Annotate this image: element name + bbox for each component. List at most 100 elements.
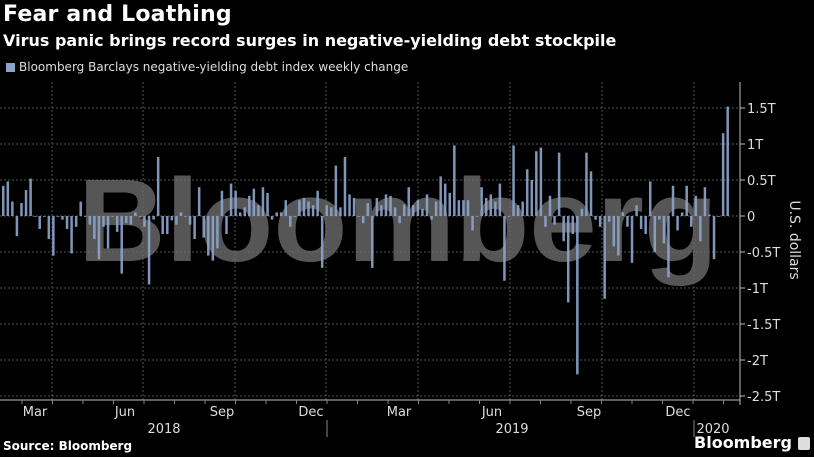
bar xyxy=(311,205,315,216)
bar xyxy=(589,171,593,216)
bar xyxy=(380,205,383,216)
bar xyxy=(257,205,260,216)
bar xyxy=(667,216,670,278)
x-tick-label: Sep xyxy=(210,405,235,420)
bar xyxy=(74,216,78,227)
bar xyxy=(466,200,470,216)
bar xyxy=(503,216,506,281)
bar xyxy=(553,216,556,225)
bar xyxy=(393,207,397,216)
bar xyxy=(443,183,447,216)
bar xyxy=(211,216,215,261)
x-tick-label: Sep xyxy=(577,405,602,420)
bar xyxy=(143,216,146,227)
y-axis: 1.5T 1T 0.5T 0 -0.5T -1T -1.5T -2T -2.5T xyxy=(739,82,780,405)
bar xyxy=(348,194,351,216)
x-axis: Mar Jun Sep Dec Mar Jun Sep Dec 2018 2019 2020 xyxy=(0,399,740,437)
bar xyxy=(156,156,160,216)
bar xyxy=(316,190,319,216)
bar xyxy=(644,216,647,234)
x-tick-label: Mar xyxy=(23,405,48,420)
bar xyxy=(252,188,256,216)
bar xyxy=(603,216,606,299)
bar xyxy=(152,216,155,220)
bar xyxy=(439,176,442,216)
bar xyxy=(453,145,456,216)
bar xyxy=(248,195,251,216)
bar xyxy=(261,187,265,216)
bar xyxy=(607,216,611,222)
bar xyxy=(47,216,51,240)
bar xyxy=(115,216,119,232)
bar xyxy=(685,185,688,216)
bar xyxy=(576,216,579,375)
y-tick-label: -1T xyxy=(747,282,768,297)
bar xyxy=(594,216,597,220)
y-tick-label: -0.5T xyxy=(747,246,780,261)
bar xyxy=(97,216,101,260)
bar xyxy=(352,198,356,216)
bar xyxy=(407,187,411,216)
bar xyxy=(571,216,575,234)
bar xyxy=(220,190,224,216)
bar xyxy=(307,201,310,216)
bar xyxy=(434,201,438,216)
bar xyxy=(471,216,474,231)
bar xyxy=(402,204,406,216)
x-tick-label: Jun xyxy=(481,405,502,420)
bar xyxy=(65,216,69,229)
bar xyxy=(266,192,269,216)
x-tick-label: Mar xyxy=(387,405,412,420)
x-year-label: 2019 xyxy=(495,422,528,437)
bar xyxy=(703,187,707,216)
bar xyxy=(38,216,41,229)
bar xyxy=(339,207,342,216)
bar xyxy=(234,190,237,216)
bar xyxy=(161,216,164,234)
bar xyxy=(489,194,493,216)
bar xyxy=(484,198,488,216)
legend-label: Bloomberg Barclays negative-yielding deb… xyxy=(19,60,409,74)
bar xyxy=(430,216,433,220)
bar xyxy=(202,216,205,238)
watermark: Bloomberg xyxy=(78,155,718,287)
brand-logo: Bloomberg xyxy=(694,433,792,452)
bar xyxy=(462,200,465,216)
bar xyxy=(585,152,588,216)
bar xyxy=(535,151,538,216)
x-year-label: 2020 xyxy=(696,422,729,437)
bar xyxy=(33,216,37,217)
bar xyxy=(225,216,228,234)
bar xyxy=(6,181,10,216)
y-tick-label: -2T xyxy=(747,354,768,369)
bar xyxy=(375,198,379,216)
x-tick-label: Jun xyxy=(114,405,135,420)
bar xyxy=(653,216,657,252)
bar xyxy=(88,216,92,225)
bar xyxy=(448,192,452,216)
bar xyxy=(566,216,570,303)
bar xyxy=(680,212,684,216)
bar xyxy=(548,195,552,216)
x-year-label: 2018 xyxy=(147,422,180,437)
bar xyxy=(525,169,529,216)
gridlines xyxy=(0,82,740,400)
bar xyxy=(293,216,297,217)
bar xyxy=(557,152,561,216)
bar xyxy=(699,216,702,242)
bar xyxy=(270,216,274,220)
bar xyxy=(689,216,693,227)
bar xyxy=(184,216,187,217)
bar xyxy=(630,216,634,263)
bar xyxy=(694,195,698,216)
bar xyxy=(494,201,497,216)
bar xyxy=(43,216,46,217)
bar xyxy=(125,216,128,224)
y-tick-label: 1T xyxy=(747,138,763,153)
bar xyxy=(480,187,483,216)
bar xyxy=(421,208,424,216)
bar xyxy=(371,216,374,268)
bar xyxy=(166,216,169,234)
bar xyxy=(79,201,82,216)
